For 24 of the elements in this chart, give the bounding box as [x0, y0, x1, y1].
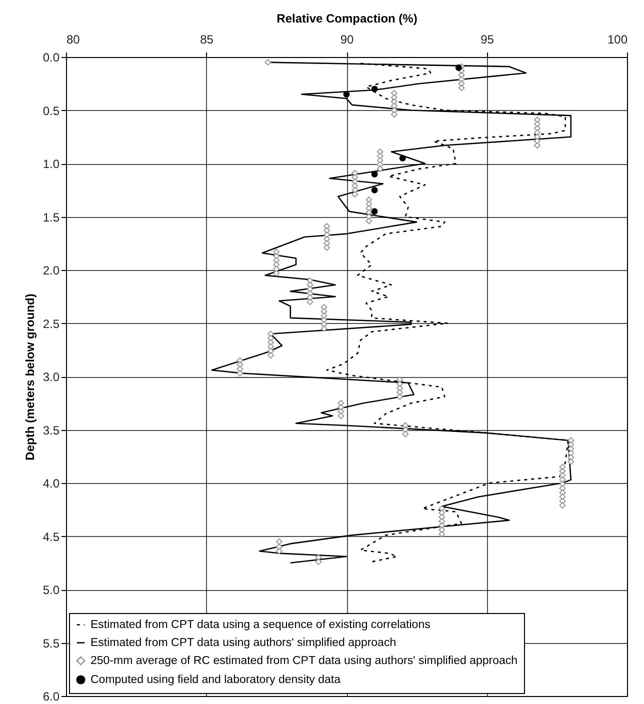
y-tick-label: 6.0: [42, 690, 60, 704]
y-tick-label: 0.5: [42, 104, 60, 118]
y-tick-label: 2.5: [42, 316, 60, 331]
y-tick-label: 1.5: [42, 210, 60, 224]
x-tick-label: 95: [480, 32, 494, 46]
x-axis-title: Relative Compaction (%): [276, 12, 418, 26]
x-tick-label: 90: [340, 32, 354, 46]
y-tick-label: 4.0: [42, 476, 60, 490]
y-tick-label: 3.0: [42, 370, 60, 384]
x-tick-label: 85: [200, 32, 214, 46]
x-tick-label: 100: [607, 32, 628, 46]
y-tick-label: 4.5: [42, 530, 60, 544]
legend-label: Estimated from CPT data using authors' simplified approach: [90, 636, 396, 649]
y-axis-title: Depth (meters below ground): [22, 294, 37, 460]
y-tick-label: 1.0: [42, 157, 60, 171]
y-tick-label: 5.5: [42, 636, 60, 650]
y-tick-label: 2.0: [42, 264, 60, 278]
y-tick-label: 5.0: [42, 583, 60, 597]
y-tick-label: 0.0: [42, 50, 60, 64]
legend-label: Computed using field and laboratory density data: [90, 674, 342, 686]
x-tick-label: 80: [66, 32, 80, 46]
y-tick-label: 3.5: [42, 423, 60, 438]
legend-label: 250-mm average of RC estimated from CPT data using authors' simplified approach: [90, 654, 518, 667]
legend-label: Estimated from CPT data using a sequence of existing correlations: [90, 618, 431, 631]
